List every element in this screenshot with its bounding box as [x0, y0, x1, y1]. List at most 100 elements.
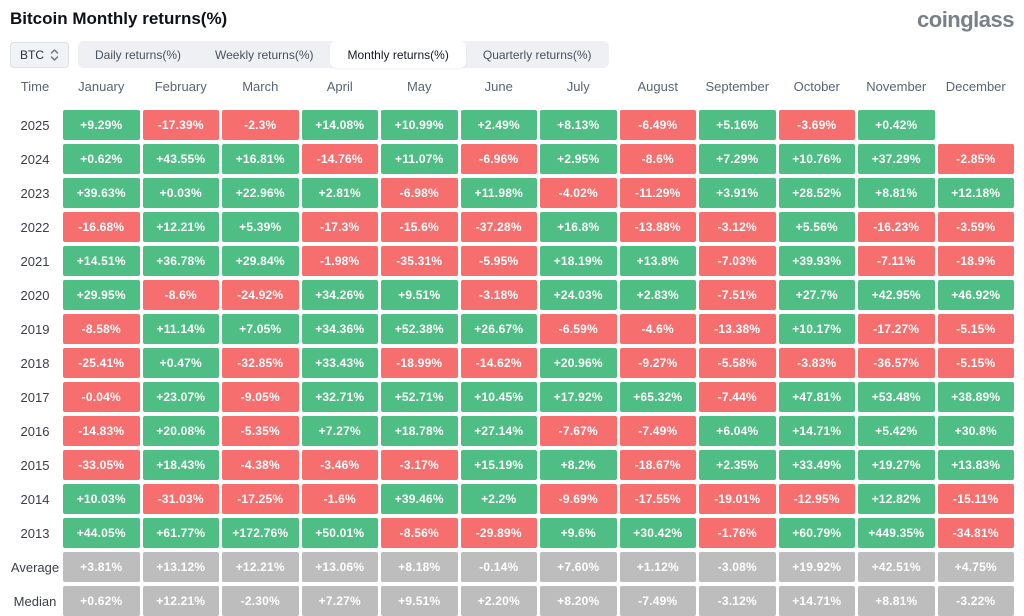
return-cell: +44.05% [63, 518, 140, 549]
return-cell: +7.05% [222, 314, 299, 345]
return-cell: -3.12% [699, 212, 776, 243]
return-cell: +14.51% [63, 246, 140, 277]
tab-weekly-returns[interactable]: Weekly returns(%) [198, 41, 330, 68]
col-header-august: August [637, 78, 678, 94]
return-cell: -4.02% [540, 178, 617, 209]
return-cell: -8.58% [63, 314, 140, 345]
coin-selector[interactable]: BTC [10, 41, 69, 68]
return-cell: +7.29% [699, 144, 776, 175]
return-cell: +32.71% [301, 382, 378, 413]
return-cell: +8.81% [858, 178, 935, 209]
up-down-chevrons-icon [50, 48, 59, 62]
return-cell: +12.21% [142, 586, 219, 616]
coin-selector-value: BTC [20, 47, 44, 62]
return-cell: -17.39% [142, 110, 219, 141]
row-label-2020: 2020 [20, 287, 50, 303]
return-cell: -7.49% [619, 416, 696, 447]
tab-daily-returns[interactable]: Daily returns(%) [78, 41, 198, 68]
return-cell: +47.81% [778, 382, 855, 413]
return-cell: +34.26% [301, 280, 378, 311]
return-cell: -1.76% [699, 518, 776, 549]
return-cell: -7.67% [540, 416, 617, 447]
row-label-2025: 2025 [20, 117, 50, 133]
return-cell: -18.99% [381, 348, 458, 379]
return-cell: -13.38% [699, 314, 776, 345]
return-cell: +2.81% [301, 178, 378, 209]
return-cell: -13.88% [619, 212, 696, 243]
return-cell: -24.92% [222, 280, 299, 311]
return-cell: +8.18% [381, 552, 458, 583]
return-cell: +13.06% [301, 552, 378, 583]
return-cell: -34.81% [937, 518, 1014, 549]
return-cell: +9.51% [381, 280, 458, 311]
return-cell: -5.58% [699, 348, 776, 379]
return-cell: +33.43% [301, 348, 378, 379]
return-cell: +7.60% [540, 552, 617, 583]
return-cell: +18.19% [540, 246, 617, 277]
return-cell: +22.96% [222, 178, 299, 209]
return-cell: +60.79% [778, 518, 855, 549]
row-label-2019: 2019 [20, 321, 50, 337]
return-cell: +8.81% [858, 586, 935, 616]
return-cell: +9.51% [381, 586, 458, 616]
return-cell: -17.27% [858, 314, 935, 345]
return-cell: -3.69% [778, 110, 855, 141]
row-label-2023: 2023 [20, 185, 50, 201]
return-cell: -8.6% [619, 144, 696, 175]
return-cell: -6.98% [381, 178, 458, 209]
return-cell: -18.67% [619, 450, 696, 481]
return-cell: -3.17% [381, 450, 458, 481]
return-cell: +52.38% [381, 314, 458, 345]
return-cell: +26.67% [460, 314, 537, 345]
return-cell: +14.71% [778, 586, 855, 616]
return-cell: +18.43% [142, 450, 219, 481]
tab-quarterly-returns[interactable]: Quarterly returns(%) [466, 41, 609, 68]
return-cell: -15.6% [381, 212, 458, 243]
row-label-2022: 2022 [20, 219, 50, 235]
return-cell: +0.03% [142, 178, 219, 209]
return-cell: -3.83% [778, 348, 855, 379]
return-cell: +3.91% [699, 178, 776, 209]
return-cell: +18.78% [381, 416, 458, 447]
return-cell: -32.85% [222, 348, 299, 379]
return-cell [938, 110, 1015, 140]
return-cell: +0.42% [858, 110, 935, 141]
row-label-median: Median [13, 593, 57, 609]
return-cell: +12.21% [142, 212, 219, 243]
return-cell: +30.42% [619, 518, 696, 549]
return-cell: +10.03% [63, 484, 140, 515]
return-cell: +7.27% [301, 416, 378, 447]
return-cell: +34.36% [301, 314, 378, 345]
return-cell: +6.04% [699, 416, 776, 447]
return-cell: +8.13% [540, 110, 617, 141]
return-cell: +50.01% [301, 518, 378, 549]
return-cell: -17.3% [301, 212, 378, 243]
return-cell: -17.55% [619, 484, 696, 515]
row-label-2017: 2017 [20, 389, 50, 405]
row-label-2014: 2014 [20, 491, 50, 507]
return-cell: +20.08% [142, 416, 219, 447]
col-header-march: March [242, 78, 279, 94]
return-cell: -6.59% [540, 314, 617, 345]
return-cell: -5.35% [222, 416, 299, 447]
return-cell: +42.95% [858, 280, 935, 311]
return-cell: -37.28% [460, 212, 537, 243]
page-title: Bitcoin Monthly returns(%) [10, 9, 228, 28]
return-cell: -5.15% [937, 314, 1014, 345]
return-cell: -33.05% [63, 450, 140, 481]
row-label-2018: 2018 [20, 355, 50, 371]
return-cell: +3.81% [63, 552, 140, 583]
return-cell: +10.17% [778, 314, 855, 345]
return-cell: -11.29% [619, 178, 696, 209]
row-label-2013: 2013 [20, 525, 50, 541]
return-cell: -35.31% [381, 246, 458, 277]
return-cell: +2.2% [460, 484, 537, 515]
return-cell: -4.6% [619, 314, 696, 345]
return-cell: +33.49% [778, 450, 855, 481]
row-label-average: Average [10, 559, 60, 575]
return-cell: -36.57% [858, 348, 935, 379]
return-cell: +2.83% [619, 280, 696, 311]
col-header-june: June [484, 78, 513, 94]
tab-monthly-returns[interactable]: Monthly returns(%) [330, 41, 466, 69]
return-cell: -14.76% [301, 144, 378, 175]
